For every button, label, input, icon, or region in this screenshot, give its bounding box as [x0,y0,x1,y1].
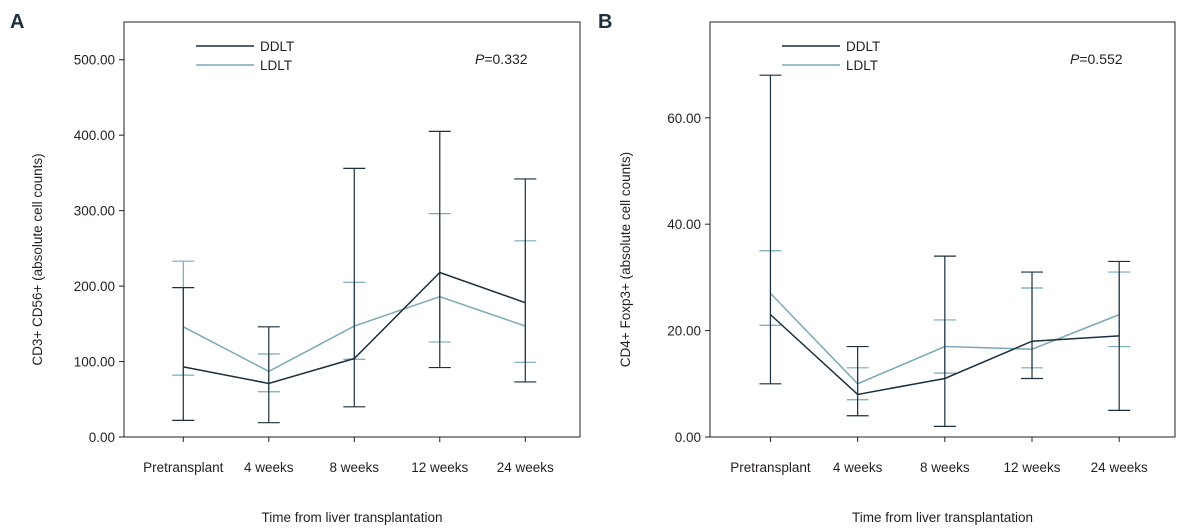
y-tick-label: 20.00 [667,324,701,339]
p-symbol: P [1070,51,1080,67]
y-tick-label: 400.00 [74,128,115,143]
x-tick-label: 24 weeks [1091,460,1148,475]
x-tick-label: 4 weeks [833,460,883,475]
x-tick-label: 8 weeks [330,460,380,475]
y-tick-label: 100.00 [74,355,115,370]
y-tick-label: 200.00 [74,279,115,294]
x-tick-label: 24 weeks [497,460,554,475]
series-line-ddlt [183,271,526,385]
p-value-annotation: P=0.332 [475,51,528,67]
legend-label-ddlt: DDLT [846,39,880,54]
legend-label-ldlt: LDLT [260,58,292,73]
panel-letter: B [598,11,612,33]
x-tick-label: 12 weeks [1003,460,1060,475]
panel-a: A 0.00 100.00 200.00 300.00 400.00 500.00 Pretr… [10,11,581,525]
y-tick-label: 60.00 [667,111,701,126]
x-tick-label: 12 weeks [411,460,468,475]
p-symbol: P [475,51,485,67]
x-tick-label: 4 weeks [244,460,294,475]
x-tick-label: 8 weeks [920,460,970,475]
legend-label-ddlt: DDLT [260,39,294,54]
y-tick-label: 300.00 [74,204,115,219]
y-tick-label: 0.00 [89,430,115,445]
x-axis-title: Time from liver transplantation [852,510,1033,525]
p-value-annotation: P=0.552 [1070,51,1123,67]
y-tick-label: 500.00 [74,53,115,68]
y-axis-title: CD3+ CD56+ (absolute cell counts) [30,153,45,365]
y-axis-title: CD4+ Foxp3+ (absolute cell counts) [618,152,633,367]
p-value: =0.552 [1079,51,1122,67]
y-tick-label: 40.00 [667,217,701,232]
plot-frame [709,21,1176,438]
plot-frame [123,21,581,438]
series-line-ddlt [769,314,1120,396]
panel-b: B 0.00 20.00 40.00 60.00 Pretransplant 4 weeks… [598,11,1176,525]
panel-letter: A [10,11,24,33]
y-tick-label: 0.00 [675,430,701,445]
x-tick-label: Pretransplant [730,460,811,475]
p-value: =0.332 [484,51,527,67]
x-tick-label: Pretransplant [143,460,224,475]
x-axis-title: Time from liver transplantation [261,510,442,525]
legend-label-ldlt: LDLT [846,58,878,73]
